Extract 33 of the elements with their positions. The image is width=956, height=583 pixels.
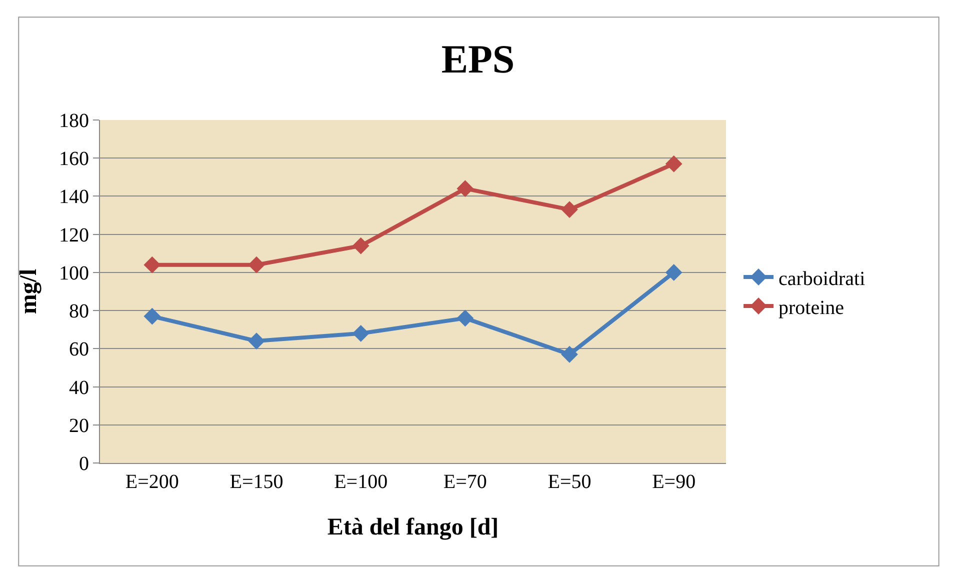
y-tick-label: 180 — [59, 110, 89, 132]
point — [352, 324, 370, 342]
x-axis-title: Età del fango [d] — [327, 514, 499, 540]
chart-title: EPS — [441, 36, 515, 82]
x-tick-label: E=150 — [230, 471, 284, 493]
x-tick-label: E=70 — [443, 471, 487, 493]
x-tick-label: E=200 — [125, 471, 179, 493]
legend-label: carboidrati — [778, 268, 866, 290]
point — [665, 264, 682, 281]
y-tick-label: 100 — [59, 262, 89, 284]
point — [248, 256, 265, 274]
x-tick-label: E=90 — [652, 471, 696, 493]
y-tick-label: 120 — [59, 224, 89, 246]
point — [665, 155, 682, 172]
x-tick-label: E=50 — [548, 471, 592, 493]
y-tick-label: 140 — [59, 186, 89, 208]
point — [561, 201, 578, 218]
y-tick-label: 20 — [69, 414, 89, 437]
y-tick-label: 40 — [69, 376, 89, 399]
y-tick-label: 80 — [69, 300, 89, 323]
point — [561, 346, 578, 363]
x-tick-label: E=100 — [334, 471, 388, 493]
point — [352, 237, 370, 254]
point — [456, 180, 474, 198]
point — [456, 310, 474, 327]
point — [144, 256, 161, 274]
y-tick-label: 160 — [59, 148, 89, 170]
point — [144, 308, 161, 325]
point — [248, 332, 265, 350]
y-tick-label: 60 — [69, 338, 89, 361]
y-tick-label: 0 — [79, 453, 89, 475]
legend-label: proteine — [778, 296, 844, 319]
y-axis-title: mg/l — [16, 268, 42, 314]
